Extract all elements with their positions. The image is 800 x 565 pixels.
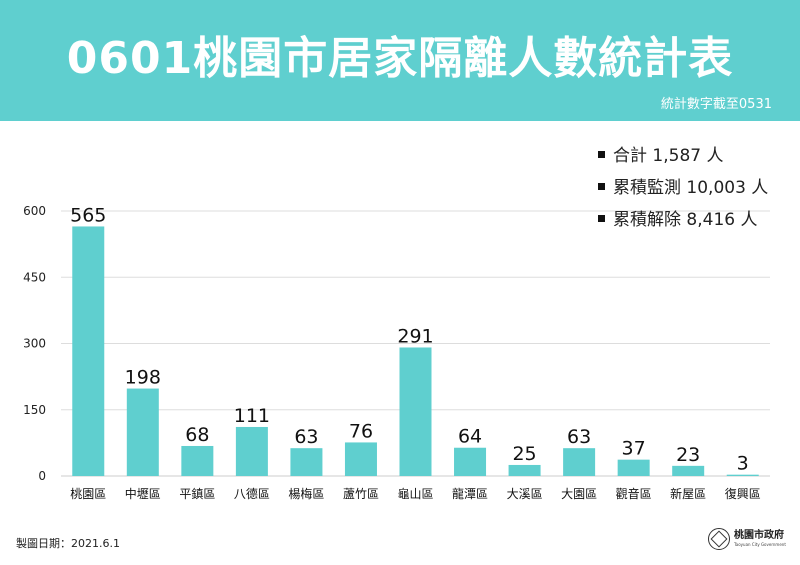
x-category-label: 龜山區 [397, 487, 433, 501]
data-cutoff-note: 統計數字截至0531 [660, 97, 772, 112]
logo-name-en: Taoyuan City Government [734, 542, 786, 547]
bar [508, 464, 541, 476]
bar [726, 474, 759, 476]
bullet-square-icon [598, 182, 605, 190]
header-banner: 0601桃園市居家隔離人數統計表 統計數字截至0531 [0, 0, 800, 121]
bar [617, 459, 650, 476]
city-emblem-icon [708, 528, 730, 550]
bar [344, 442, 377, 476]
bar [399, 347, 432, 476]
logo-name-cn: 桃園市政府 [734, 530, 784, 541]
x-category-label: 平鎮區 [179, 486, 215, 501]
bar-value-label: 37 [622, 438, 646, 460]
bar [563, 448, 596, 476]
bar-value-label: 291 [397, 325, 433, 347]
x-category-label: 龍潭區 [452, 486, 488, 501]
summary-monitored: 累積監測 10,003 人 [598, 172, 768, 204]
x-category-label: 中壢區 [125, 486, 161, 501]
bar [290, 448, 323, 476]
x-category-label: 復興區 [725, 486, 761, 501]
bar-value-label: 63 [294, 426, 318, 448]
bar [72, 226, 105, 476]
y-tick-label: 150 [23, 403, 46, 417]
bullet-square-icon [598, 150, 605, 158]
x-category-label: 桃園區 [70, 486, 106, 501]
x-category-label: 大溪區 [507, 487, 543, 501]
chart-date: 製圖日期：2021.6.1 [16, 537, 120, 550]
page-title: 0601桃園市居家隔離人數統計表 [66, 33, 734, 84]
bullet-square-icon [598, 214, 605, 222]
x-category-label: 八德區 [234, 486, 270, 501]
summary-released: 累積解除 8,416 人 [598, 204, 768, 236]
government-logo: 桃園市政府 Taoyuan City Government [708, 528, 786, 550]
bar-value-label: 565 [70, 204, 106, 226]
bar-value-label: 3 [737, 453, 749, 475]
y-tick-label: 0 [38, 469, 46, 483]
bar [672, 465, 705, 476]
y-tick-label: 300 [23, 337, 46, 351]
bar-value-label: 63 [567, 426, 591, 448]
bar-value-label: 111 [234, 405, 270, 427]
bar-value-label: 25 [512, 443, 536, 465]
bar [235, 426, 268, 476]
y-tick-label: 450 [23, 270, 46, 284]
x-category-label: 大園區 [561, 487, 597, 501]
bar-value-label: 76 [349, 420, 373, 442]
bar-chart: 0 150 300 450 600 565 桃園區 198 中壢區 68 平鎮區 111 八德區 63 楊梅… [23, 204, 770, 501]
x-category-label: 觀音區 [616, 486, 652, 501]
bar-value-label: 23 [676, 444, 700, 466]
x-category-label: 新屋區 [670, 486, 706, 501]
bar [181, 445, 214, 476]
summary-monitored-text: 累積監測 10,003 人 [613, 178, 769, 198]
bar-value-label: 64 [458, 426, 482, 448]
summary-released-text: 累積解除 8,416 人 [613, 210, 758, 230]
summary-panel: 合計 1,587 人 累積監測 10,003 人 累積解除 8,416 人 [598, 140, 768, 236]
x-category-label: 楊梅區 [288, 486, 324, 501]
x-category-label: 蘆竹區 [343, 487, 379, 501]
bar [454, 447, 487, 476]
bar [126, 388, 159, 476]
bar-value-label: 68 [185, 424, 209, 446]
y-tick-label: 600 [23, 204, 46, 218]
summary-total-text: 合計 1,587 人 [613, 146, 724, 166]
summary-total: 合計 1,587 人 [598, 140, 768, 172]
bar-value-label: 198 [125, 367, 161, 389]
